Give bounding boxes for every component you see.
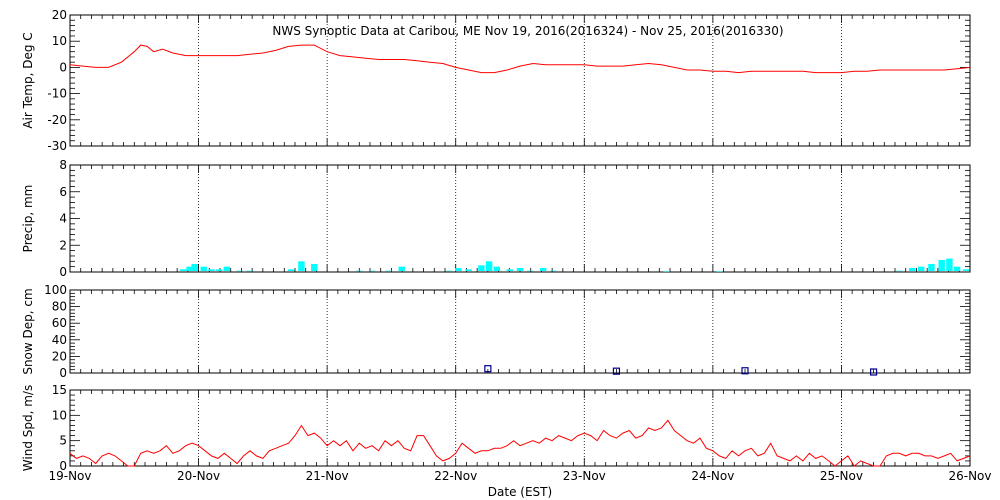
precip-bar: [223, 266, 231, 271]
precip-bar: [287, 269, 295, 271]
panel-4: 0 5 10 15 Wind Spd, m/s 19-Nov 20-Nov 21-Nov 22-…: [21, 383, 992, 483]
y-tick-label: 4: [59, 212, 67, 226]
precip-bar: [191, 263, 198, 271]
panel-frame: [69, 389, 971, 467]
y-axis-label: Wind Spd, m/s: [21, 385, 35, 471]
y-tick-label: -10: [47, 87, 67, 101]
precip-bar: [506, 269, 513, 271]
y-tick-label: 60: [52, 316, 67, 330]
precip-bar: [962, 269, 970, 271]
y-tick-label: -30: [47, 139, 67, 153]
series-line: [69, 44, 971, 74]
precip-bar: [896, 270, 903, 272]
precip-bar: [298, 261, 305, 271]
y-tick-label: 10: [52, 408, 67, 422]
precip-bar: [446, 270, 453, 272]
x-tick-label: 25-Nov: [820, 469, 863, 483]
precip-bar: [550, 270, 557, 272]
y-axis-label: Air Temp, Deg C: [21, 32, 35, 128]
y-tick-label: 2: [59, 238, 67, 252]
precip-bar: [716, 271, 723, 272]
precip-bar: [455, 267, 462, 271]
precip-bar: [908, 267, 916, 271]
panel-2: 0 2 4 6 8 Precip, mm: [21, 158, 971, 279]
precip-bar: [953, 266, 961, 271]
precip-bar: [493, 266, 501, 271]
x-tick-label: 24-Nov: [691, 469, 734, 483]
precip-bar: [368, 270, 376, 272]
x-tick-label: 22-Nov: [434, 469, 477, 483]
precip-bar: [385, 270, 393, 272]
y-tick-label: 0: [59, 366, 67, 380]
x-axis-label: Date (EST): [488, 485, 552, 499]
y-tick-label: 0: [59, 60, 67, 74]
precip-bar: [478, 265, 485, 271]
chart-title: NWS Synoptic Data at Caribou, ME Nov 19,…: [272, 24, 783, 38]
x-tick-label: 23-Nov: [563, 469, 606, 483]
panels-group: -30 -20 -10 0 10 20 Air Temp, Deg C 0 2 4 6 8 Precip…: [21, 8, 992, 483]
y-axis-label: Precip, mm: [21, 185, 35, 253]
snow-depth-marker: [741, 367, 749, 375]
precip-bar: [179, 269, 187, 271]
precip-bar: [356, 270, 363, 272]
y-tick-label: 8: [59, 158, 67, 172]
y-tick-label: 6: [59, 185, 67, 199]
precip-bar: [236, 270, 243, 272]
precip-bar: [663, 271, 670, 272]
y-tick-label: 0: [59, 265, 67, 279]
panel-frame: [69, 289, 971, 374]
y-tick-label: 20: [52, 8, 67, 22]
y-tick-label: 10: [52, 34, 67, 48]
precip-bar: [516, 267, 524, 271]
panel-1: -30 -20 -10 0 10 20 Air Temp, Deg C: [21, 8, 971, 153]
x-tick-label: 20-Nov: [177, 469, 220, 483]
precip-bar: [465, 269, 472, 271]
panel-3: 0 20 40 60 80 100 Snow Dep, cm: [21, 283, 971, 380]
y-tick-label: 5: [59, 434, 67, 448]
precip-bar: [928, 263, 935, 271]
series-line: [69, 419, 971, 467]
y-tick-label: 15: [52, 383, 67, 397]
precip-bar: [186, 266, 193, 271]
precip-bar: [311, 263, 318, 271]
y-tick-label: 80: [52, 300, 67, 314]
precip-bar: [527, 270, 534, 272]
panel-frame: [69, 164, 971, 273]
precip-bar: [398, 266, 405, 271]
x-tick-label: 26-Nov: [948, 469, 991, 483]
precip-bar: [200, 266, 207, 271]
precip-bar: [938, 259, 945, 271]
y-tick-label: 40: [52, 333, 67, 347]
snow-depth-marker: [484, 365, 492, 373]
precip-bar: [485, 261, 493, 271]
x-tick-label: 19-Nov: [48, 469, 91, 483]
snow-depth-marker: [869, 368, 878, 376]
y-axis-label: Snow Dep, cm: [21, 288, 35, 374]
precip-bar: [208, 269, 215, 271]
precip-bar: [246, 270, 254, 272]
snow-depth-marker: [612, 367, 621, 375]
y-tick-label: -20: [47, 113, 67, 127]
y-tick-label: 100: [44, 283, 67, 297]
precip-bar: [917, 266, 925, 271]
x-tick-label: 21-Nov: [306, 469, 349, 483]
y-tick-label: 20: [52, 349, 67, 363]
precip-bar: [215, 269, 223, 271]
precip-bar: [539, 267, 547, 271]
precip-bar: [946, 258, 953, 271]
y-tick-label: 0: [59, 459, 67, 473]
